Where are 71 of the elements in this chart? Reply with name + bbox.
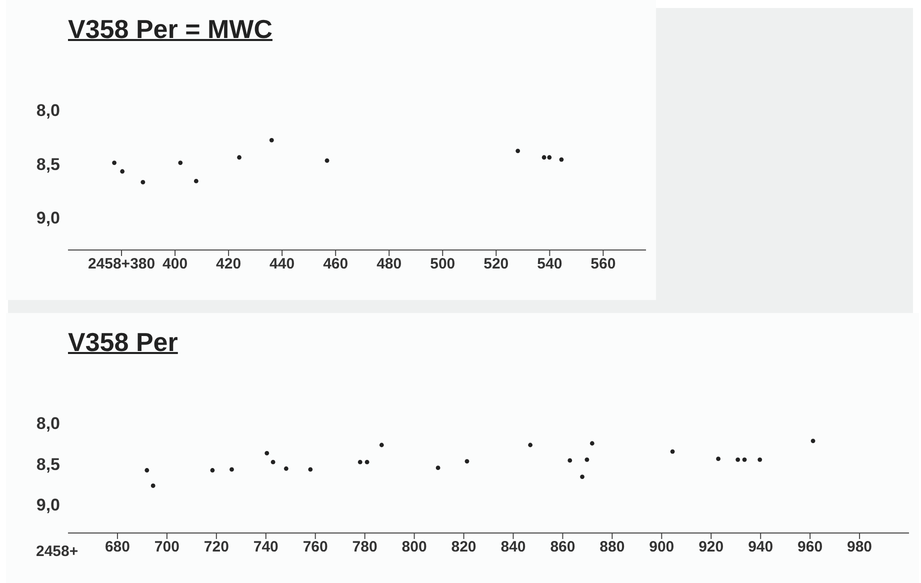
- point: [112, 160, 116, 165]
- point: [590, 441, 594, 446]
- point: [584, 457, 590, 462]
- x-tick-label: 960: [798, 538, 823, 556]
- chart-title: V358 Per: [68, 327, 178, 358]
- x-tick-label: 780: [352, 538, 378, 556]
- x-tick-label: 820: [451, 538, 476, 556]
- x-tick-label: 940: [748, 538, 774, 556]
- point: [379, 442, 384, 448]
- x-tick-label: 880: [600, 538, 625, 556]
- point: [742, 457, 747, 462]
- point: [547, 155, 552, 160]
- point: [542, 155, 546, 160]
- point: [810, 438, 816, 444]
- x-tick-label: 860: [550, 538, 576, 556]
- point: [230, 467, 234, 472]
- x-tick-label: 560: [590, 256, 616, 273]
- chart-title: V358 Per = MWC: [68, 14, 272, 45]
- point: [358, 460, 362, 464]
- x-tick-label: 520: [484, 256, 509, 273]
- point: [736, 457, 740, 462]
- point: [308, 467, 313, 472]
- point: [758, 457, 762, 462]
- point: [568, 458, 572, 463]
- point: [269, 138, 274, 142]
- x-tick-label: 900: [649, 538, 674, 556]
- point: [150, 484, 156, 488]
- point: [194, 178, 198, 184]
- x-tick-label: 420: [216, 256, 242, 273]
- point: [464, 459, 470, 464]
- x-tick-label: 840: [500, 538, 526, 556]
- x-tick-label: 440: [270, 256, 295, 273]
- x-tick-label: 480: [376, 256, 402, 273]
- x-tick-label: 500: [430, 256, 456, 273]
- x-tick-label: 760: [302, 538, 328, 556]
- y-tick-label: 8,5: [36, 454, 60, 474]
- point: [237, 155, 242, 160]
- x-tick-label: 980: [847, 538, 872, 556]
- point: [178, 160, 183, 165]
- x-tick-label: 740: [253, 538, 278, 556]
- point: [120, 169, 125, 174]
- x-tick-label: 2458+380: [88, 256, 156, 273]
- point: [670, 449, 675, 454]
- x-tick-label: 460: [323, 256, 348, 273]
- x-tick-label: 700: [154, 538, 180, 556]
- y-tick-label: 8,5: [36, 154, 60, 174]
- point: [210, 468, 215, 472]
- x-tick-label: 920: [698, 538, 724, 556]
- y-tick-label: 9,0: [36, 496, 60, 515]
- x-tick-label: 680: [104, 538, 130, 556]
- y-tick-label: 9,0: [36, 208, 60, 228]
- point: [528, 442, 533, 448]
- y-tick-label: 8,0: [36, 414, 60, 434]
- x-tick-label: 800: [402, 538, 427, 556]
- point: [284, 466, 288, 471]
- y-tick-label: 8,0: [36, 101, 60, 120]
- point: [140, 180, 146, 184]
- x-tick-label: 540: [537, 256, 562, 273]
- point: [436, 466, 440, 470]
- point: [144, 468, 150, 472]
- point: [580, 474, 584, 479]
- point: [516, 148, 520, 154]
- x-tick-label: 720: [204, 538, 229, 556]
- point: [716, 456, 720, 462]
- x-axis-title: 2458+: [36, 543, 78, 560]
- point: [559, 157, 564, 162]
- point: [324, 158, 330, 163]
- point: [270, 460, 276, 464]
- point: [364, 460, 370, 464]
- x-tick-label: 400: [162, 256, 188, 273]
- point: [264, 450, 270, 456]
